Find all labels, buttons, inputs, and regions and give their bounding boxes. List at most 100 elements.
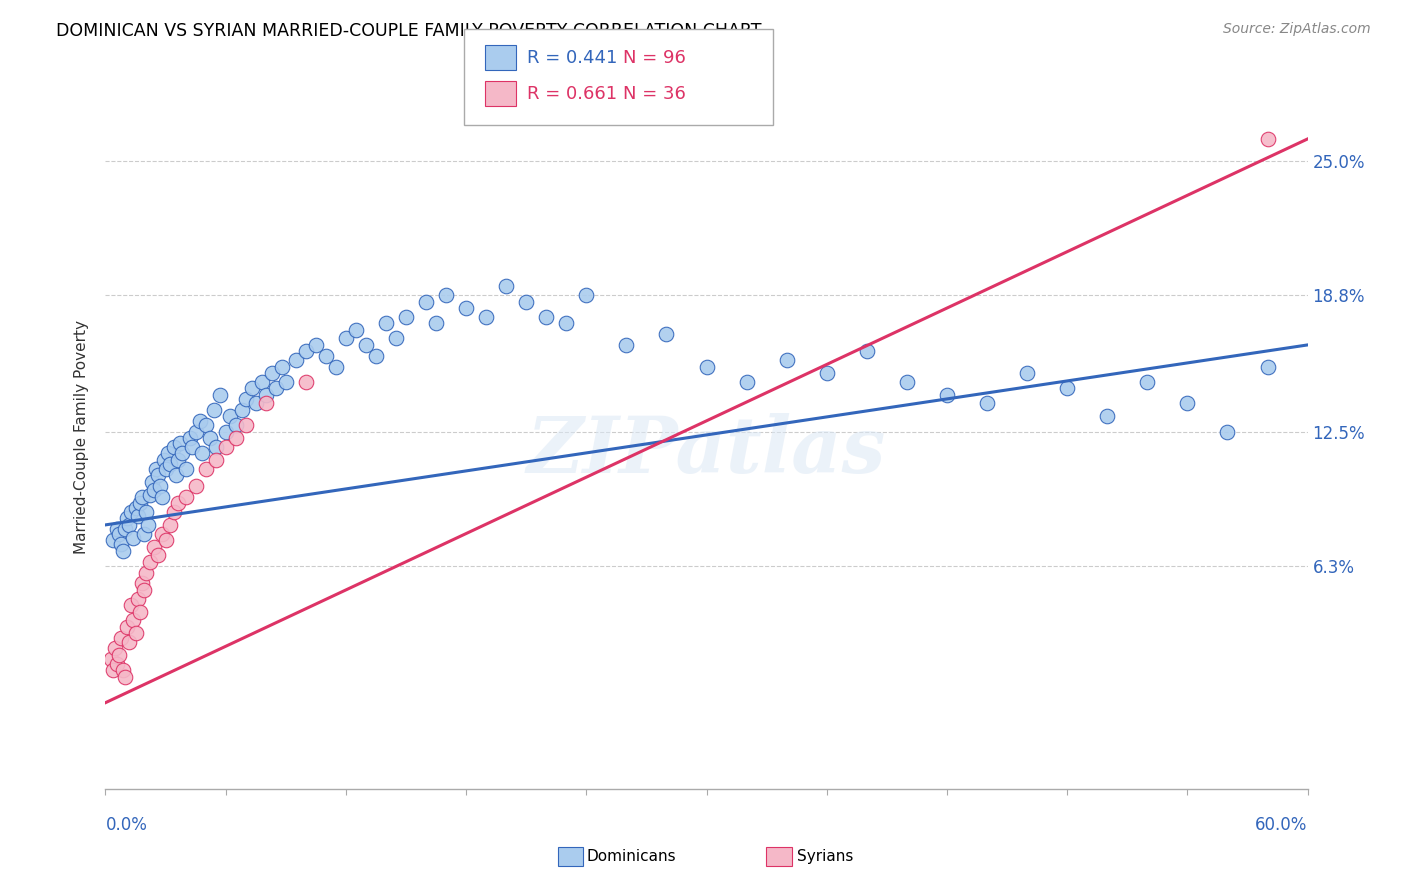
- Point: [124, 626, 146, 640]
- Point: [225, 431, 247, 445]
- Text: 0.0%: 0.0%: [105, 816, 148, 834]
- Point: [136, 517, 159, 532]
- Point: [117, 620, 139, 634]
- Y-axis label: Married-Couple Family Poverty: Married-Couple Family Poverty: [75, 320, 90, 554]
- Point: [354, 338, 377, 352]
- Point: [250, 375, 273, 389]
- Point: [190, 446, 212, 460]
- Point: [165, 468, 187, 483]
- Point: [121, 598, 143, 612]
- Point: [395, 310, 418, 324]
- Point: [112, 663, 135, 677]
- Text: DOMINICAN VS SYRIAN MARRIED-COUPLE FAMILY POVERTY CORRELATION CHART: DOMINICAN VS SYRIAN MARRIED-COUPLE FAMIL…: [56, 22, 762, 40]
- Point: [254, 388, 277, 402]
- Point: [138, 555, 160, 569]
- Point: [148, 479, 170, 493]
- Point: [976, 396, 998, 410]
- Point: [169, 435, 191, 450]
- Point: [1136, 375, 1159, 389]
- Point: [174, 461, 197, 475]
- Point: [575, 288, 598, 302]
- Point: [475, 310, 498, 324]
- Point: [110, 537, 132, 551]
- Point: [104, 641, 127, 656]
- Point: [1097, 409, 1119, 424]
- Point: [150, 490, 173, 504]
- Point: [184, 479, 207, 493]
- Point: [146, 548, 169, 562]
- Point: [260, 366, 283, 380]
- Point: [184, 425, 207, 439]
- Text: R = 0.661: R = 0.661: [527, 85, 617, 103]
- Point: [166, 453, 188, 467]
- Point: [214, 425, 236, 439]
- Point: [204, 453, 226, 467]
- Point: [142, 483, 165, 498]
- Point: [240, 381, 263, 395]
- Text: R = 0.441: R = 0.441: [527, 49, 617, 67]
- Point: [245, 396, 267, 410]
- Point: [122, 613, 145, 627]
- Point: [264, 381, 287, 395]
- Point: [107, 522, 129, 536]
- Point: [170, 446, 193, 460]
- Point: [145, 461, 167, 475]
- Point: [655, 327, 678, 342]
- Point: [142, 540, 165, 554]
- Point: [188, 414, 211, 428]
- Point: [325, 359, 347, 374]
- Point: [225, 418, 247, 433]
- Point: [534, 310, 557, 324]
- Point: [385, 331, 408, 345]
- Text: N = 96: N = 96: [623, 49, 686, 67]
- Point: [1216, 425, 1239, 439]
- Point: [159, 517, 181, 532]
- Point: [315, 349, 337, 363]
- Point: [150, 526, 173, 541]
- Point: [1257, 359, 1279, 374]
- Point: [235, 418, 257, 433]
- Point: [616, 338, 638, 352]
- Point: [107, 657, 129, 671]
- Point: [131, 576, 153, 591]
- Point: [335, 331, 357, 345]
- Point: [208, 388, 231, 402]
- Point: [454, 301, 477, 315]
- Point: [121, 505, 143, 519]
- Point: [515, 294, 537, 309]
- Point: [127, 509, 149, 524]
- Point: [295, 375, 318, 389]
- Point: [132, 582, 155, 597]
- Point: [138, 487, 160, 501]
- Point: [214, 440, 236, 454]
- Point: [936, 388, 959, 402]
- Point: [555, 316, 578, 330]
- Point: [118, 517, 141, 532]
- Point: [108, 526, 131, 541]
- Point: [776, 353, 799, 368]
- Point: [425, 316, 447, 330]
- Point: [110, 631, 132, 645]
- Point: [1017, 366, 1039, 380]
- Point: [118, 635, 141, 649]
- Point: [128, 605, 150, 619]
- Point: [198, 431, 221, 445]
- Point: [896, 375, 918, 389]
- Point: [202, 403, 225, 417]
- Text: Source: ZipAtlas.com: Source: ZipAtlas.com: [1223, 22, 1371, 37]
- Point: [194, 461, 217, 475]
- Point: [218, 409, 240, 424]
- Point: [155, 533, 177, 547]
- Point: [127, 591, 149, 606]
- Point: [194, 418, 217, 433]
- Point: [274, 375, 297, 389]
- Text: Syrians: Syrians: [797, 849, 853, 863]
- Point: [122, 531, 145, 545]
- Point: [166, 496, 188, 510]
- Point: [114, 670, 136, 684]
- Text: N = 36: N = 36: [623, 85, 686, 103]
- Point: [179, 431, 201, 445]
- Point: [374, 316, 398, 330]
- Point: [415, 294, 437, 309]
- Point: [305, 338, 328, 352]
